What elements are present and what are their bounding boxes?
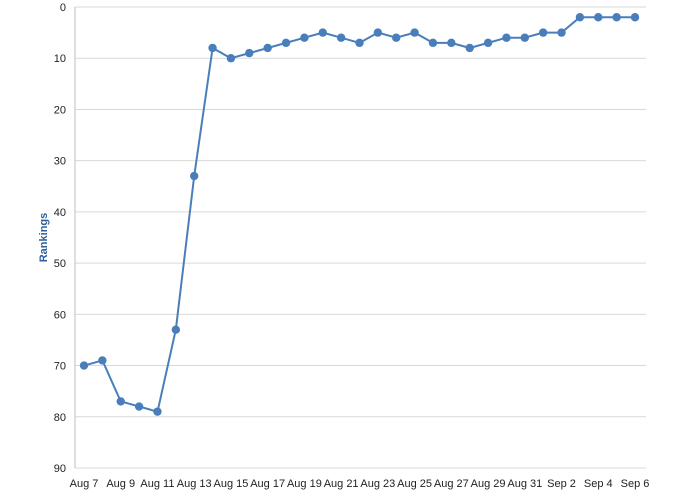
data-point bbox=[263, 43, 272, 53]
x-tick-label: Aug 23 bbox=[360, 478, 395, 490]
data-point bbox=[208, 43, 217, 53]
y-tick-label: 70 bbox=[54, 361, 66, 373]
y-tick-label: 20 bbox=[54, 104, 66, 116]
data-point bbox=[153, 407, 162, 416]
x-tick-label: Aug 19 bbox=[287, 478, 322, 490]
x-tick-label: Aug 17 bbox=[250, 478, 285, 490]
data-point bbox=[575, 13, 585, 22]
data-point bbox=[428, 38, 438, 48]
y-tick-label: 10 bbox=[54, 53, 66, 65]
data-point bbox=[392, 33, 401, 42]
x-tick-label: Sep 4 bbox=[584, 478, 613, 490]
y-tick-label: 80 bbox=[54, 412, 66, 424]
data-point bbox=[226, 54, 236, 63]
data-point bbox=[557, 28, 566, 37]
data-point bbox=[447, 38, 456, 48]
x-tick-label: Aug 29 bbox=[471, 478, 506, 490]
x-tick-label: Aug 27 bbox=[434, 478, 469, 490]
x-tick-label: Sep 2 bbox=[547, 478, 576, 490]
data-point bbox=[98, 356, 107, 365]
data-point bbox=[79, 361, 89, 370]
y-tick-label: 60 bbox=[54, 309, 66, 321]
data-point bbox=[630, 13, 640, 22]
x-tick-label: Aug 15 bbox=[213, 478, 248, 490]
data-point bbox=[300, 33, 309, 42]
data-point bbox=[116, 397, 125, 406]
x-tick-label: Aug 7 bbox=[70, 478, 99, 490]
data-point bbox=[502, 33, 511, 42]
data-series bbox=[79, 13, 640, 416]
data-point bbox=[465, 43, 474, 53]
data-point bbox=[373, 28, 383, 37]
x-tick-label: Aug 31 bbox=[507, 478, 542, 490]
x-tick-label: Aug 21 bbox=[324, 478, 359, 490]
y-tick-label: 50 bbox=[54, 258, 66, 270]
x-tick-label: Aug 9 bbox=[106, 478, 135, 490]
x-tick-label: Sep 6 bbox=[621, 478, 650, 490]
data-point bbox=[245, 48, 254, 58]
data-point bbox=[281, 38, 291, 48]
y-axis-title: Rankings bbox=[38, 213, 50, 263]
data-point bbox=[612, 13, 621, 22]
y-tick-labels: 0 10 20 30 40 50 60 70 80 90 bbox=[54, 2, 66, 475]
data-point bbox=[410, 28, 419, 37]
data-point bbox=[355, 38, 364, 48]
data-point bbox=[134, 402, 144, 411]
x-tick-label: Aug 25 bbox=[397, 478, 432, 490]
data-point bbox=[483, 38, 493, 48]
y-tick-label: 90 bbox=[54, 463, 66, 475]
data-point bbox=[190, 171, 199, 181]
data-point bbox=[318, 28, 327, 37]
y-tick-label: 0 bbox=[60, 2, 66, 14]
x-tick-label: Aug 11 bbox=[140, 478, 174, 490]
data-point bbox=[336, 33, 346, 42]
x-tick-label: Aug 13 bbox=[177, 478, 212, 490]
data-point bbox=[520, 33, 529, 42]
y-tick-label: 30 bbox=[54, 156, 66, 168]
data-point bbox=[594, 13, 603, 22]
data-point bbox=[171, 325, 181, 334]
series-line bbox=[83, 16, 635, 413]
x-tick-labels: Aug 7 Aug 9 Aug 11 Aug 13 Aug 15 Aug 17 Aug 19… bbox=[70, 478, 650, 490]
gridlines bbox=[75, 6, 646, 469]
y-tick-label: 40 bbox=[54, 207, 66, 219]
data-point bbox=[538, 28, 548, 37]
